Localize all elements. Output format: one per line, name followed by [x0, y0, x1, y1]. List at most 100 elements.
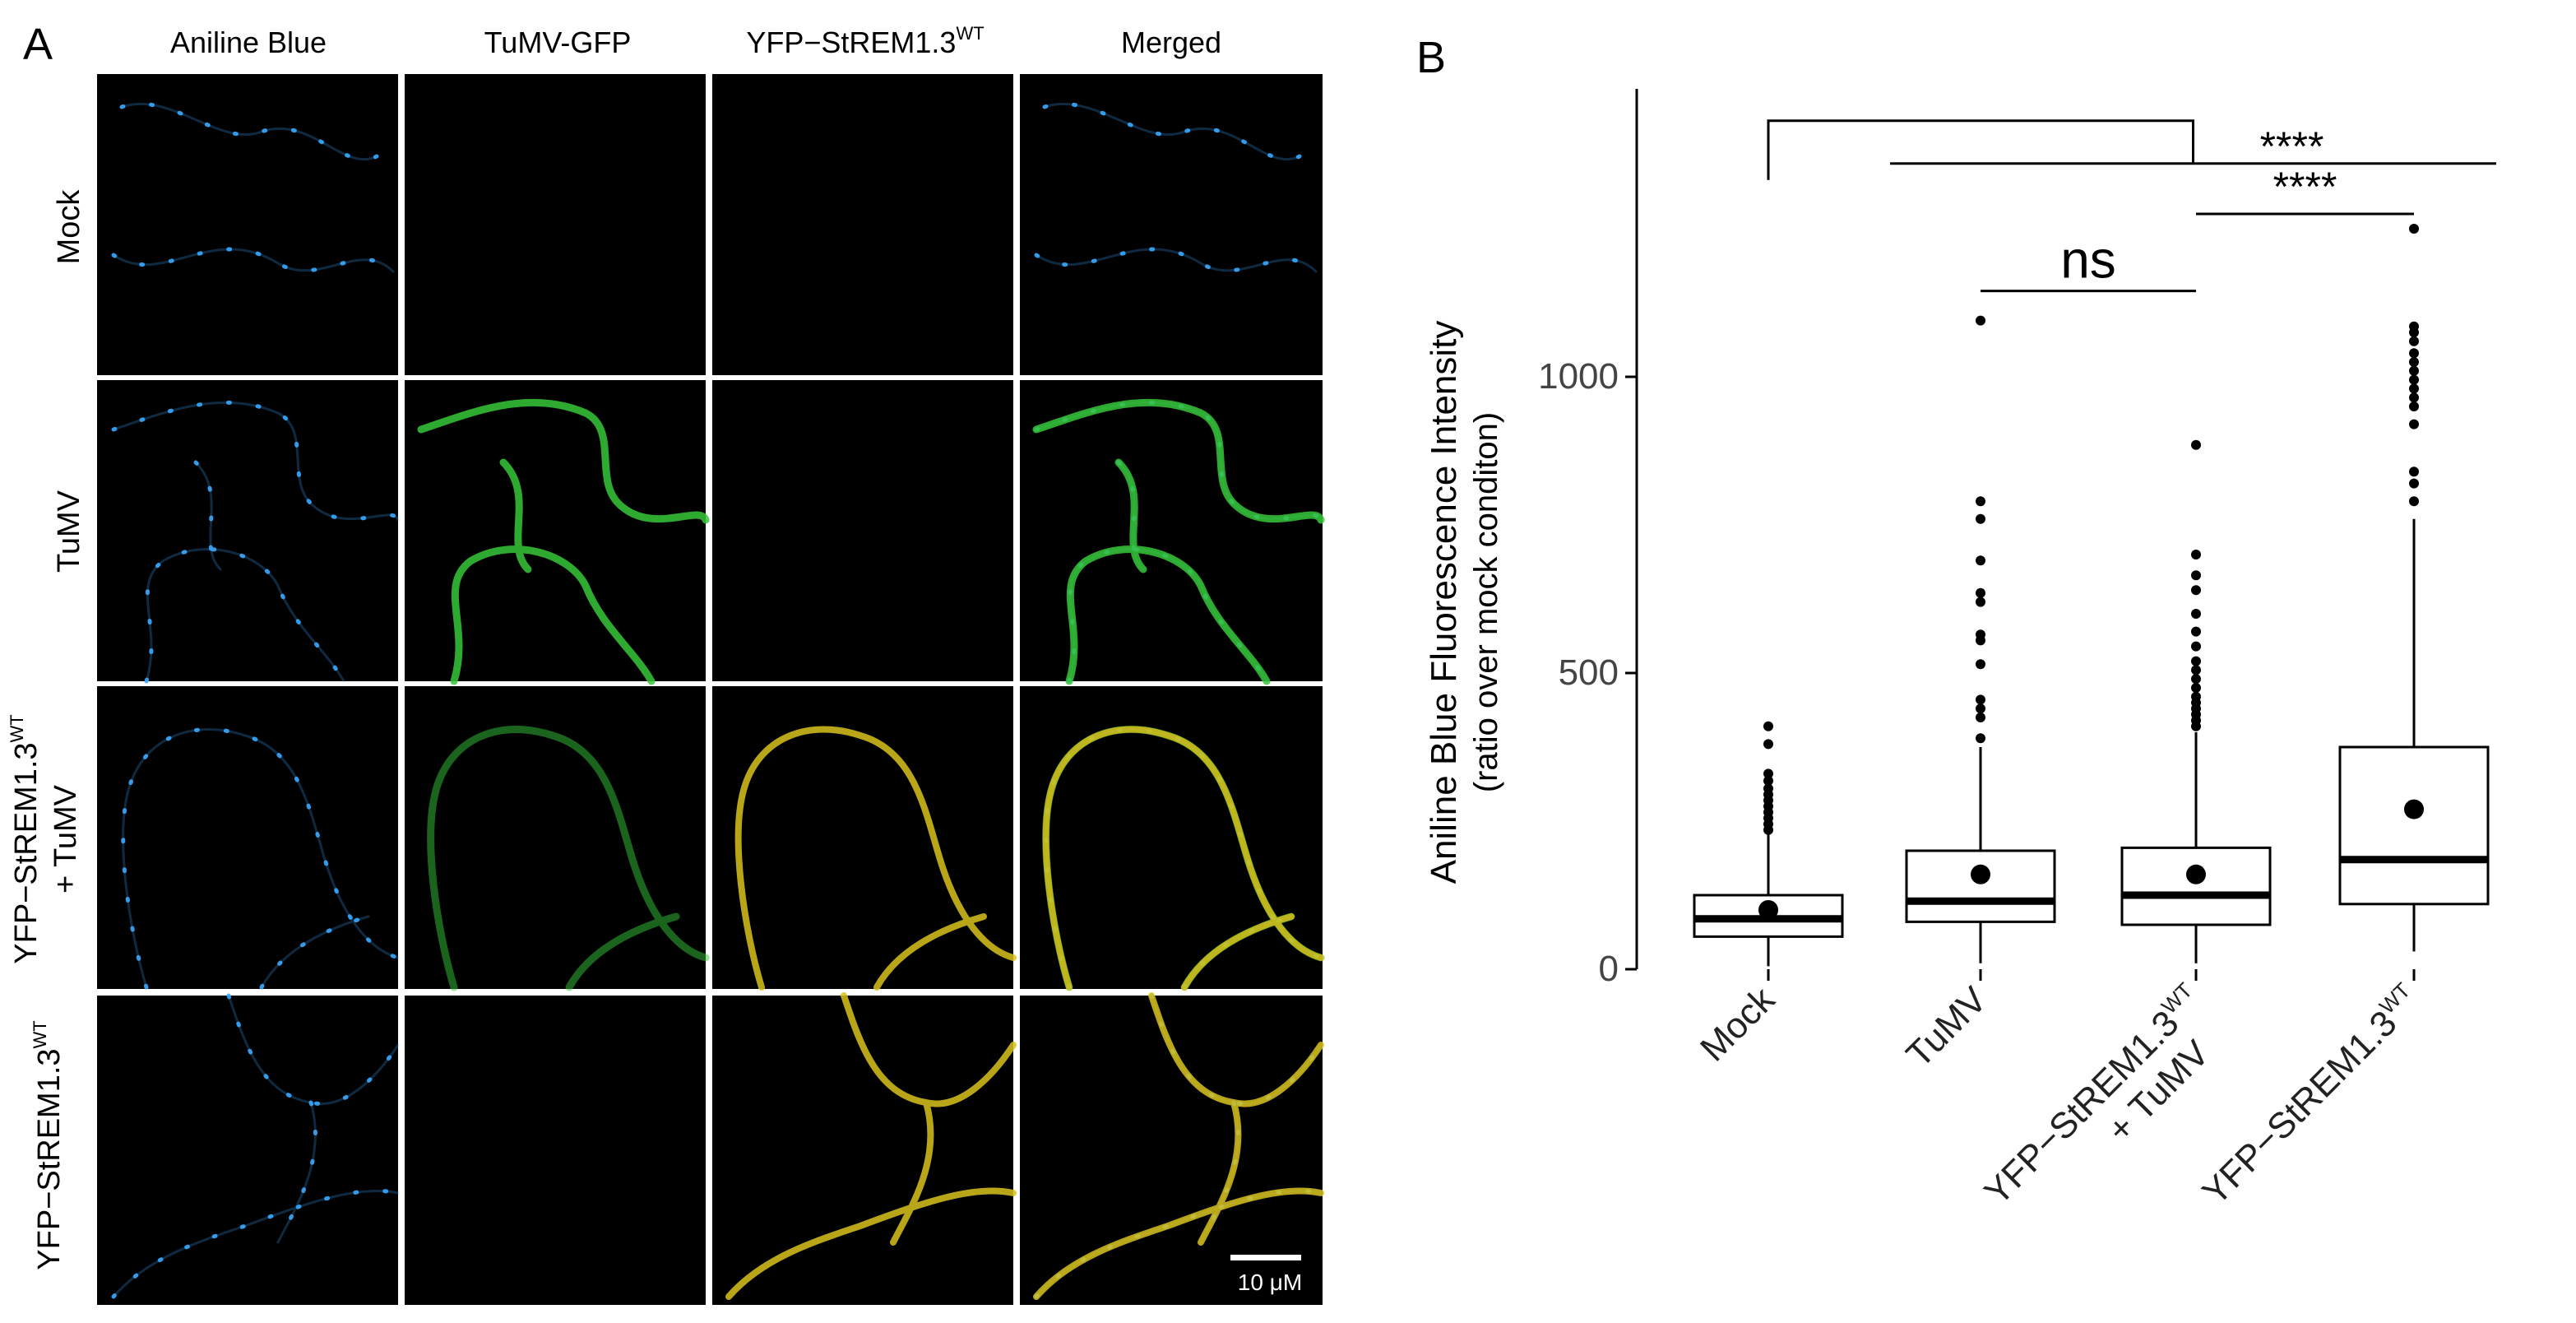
cell-wall-autofluorescence — [1035, 102, 1318, 273]
box-0 — [1693, 721, 1844, 981]
gfp-signal — [417, 398, 710, 685]
outlier-point — [1976, 733, 1985, 744]
micrograph-grid — [97, 74, 1325, 1305]
micrograph-background — [712, 686, 1013, 989]
callose-deposits — [111, 400, 401, 684]
outlier-point — [2409, 419, 2419, 429]
box-iqr — [2338, 745, 2490, 906]
column-header-aniline-blue: Aniline Blue — [170, 26, 327, 59]
x-tick-label-text: Mock — [1693, 979, 1783, 1070]
significance-label: **** — [2273, 164, 2337, 210]
yfp-signal — [1042, 726, 1324, 991]
outlier-point — [2191, 683, 2201, 693]
outlier-point — [2191, 641, 2201, 652]
micrograph-background — [1020, 686, 1323, 989]
micrograph-background — [405, 686, 706, 989]
gfp-signal — [427, 726, 710, 991]
y-tick-label: 1000 — [1538, 356, 1619, 397]
significance-label: **** — [2260, 123, 2324, 169]
outlier-point — [2409, 321, 2419, 332]
y-tick-label: 500 — [1559, 652, 1619, 693]
micrograph-background — [1020, 74, 1323, 375]
outlier-point — [1976, 629, 1985, 640]
outlier-point — [2191, 585, 2201, 596]
micrograph-mock-aniline — [97, 74, 398, 375]
box-2 — [2120, 439, 2272, 981]
box-1 — [1905, 315, 2056, 981]
outlier-point — [2409, 402, 2419, 411]
y-axis-title-sub: (ratio over mock conditon) — [1468, 412, 1504, 792]
x-tick-label-text: TuMV — [1899, 979, 1995, 1075]
x-tick-label-0: Mock — [1693, 979, 1783, 1070]
outlier-point — [2191, 665, 2201, 675]
outlier-point — [1976, 555, 1985, 566]
x-tick-label-2: YFP−StREM1.3WT+ TuMV — [1976, 977, 2217, 1213]
micrograph-background — [405, 74, 706, 375]
cell-wall-autofluorescence — [112, 102, 395, 273]
outlier-point — [2409, 357, 2419, 367]
row-label-yfp-tumv-line2: + TuMV — [49, 784, 83, 894]
micrograph-mock-gfp — [405, 74, 706, 375]
column-header-yfp-strem-text: YFP−StREM1.3 — [746, 26, 956, 59]
row-label-yfp-tumv-line1-text: YFP−StREM1.3 — [9, 742, 44, 963]
callose-deposits — [111, 993, 401, 1299]
mean-point — [2186, 864, 2206, 884]
outlier-point — [1976, 315, 1985, 326]
row-label-tumv: TuMV — [52, 490, 86, 573]
outlier-point — [2409, 365, 2419, 376]
outlier-point — [1763, 739, 1773, 750]
micrograph-background — [97, 380, 398, 681]
micrograph-yfp-gfp — [405, 996, 706, 1305]
outlier-point — [1976, 713, 1985, 722]
micrograph-mock-yfp — [712, 74, 1013, 375]
micrograph-tumv-aniline — [97, 380, 401, 684]
outlier-point — [2409, 348, 2419, 359]
outlier-point — [1976, 597, 1985, 607]
outlier-point — [1976, 496, 1985, 507]
row-label-mock-text: Mock — [52, 189, 86, 265]
row-label-tumv-text: TuMV — [52, 490, 86, 573]
outlier-point — [2409, 336, 2419, 346]
row-label-yfp-tumv-sup: WT — [7, 714, 27, 742]
panel-b: B Aniline Blue Fluorescence Intensity (r… — [1416, 33, 2496, 1213]
outlier-point — [2409, 392, 2419, 403]
micrograph-yfp-tumv-gfp — [405, 686, 710, 991]
outlier-point — [1763, 721, 1773, 731]
significance-annotation-1: **** — [2196, 164, 2414, 216]
outlier-point — [1976, 587, 1985, 598]
scale-bar-label: 10 μM — [1238, 1270, 1302, 1295]
outlier-point — [2191, 550, 2201, 559]
x-tick-label-main: Mock — [1693, 979, 1783, 1070]
column-header-yfp-strem: YFP−StREM1.3WT — [746, 23, 984, 59]
outlier-point — [1976, 703, 1985, 714]
scale-bar — [1230, 1255, 1301, 1260]
micrograph-yfp-merged — [1020, 992, 1324, 1305]
outlier-point — [1976, 694, 1985, 705]
micrograph-yfp-aniline — [97, 993, 401, 1305]
x-tick-label-main: YFP−StREM1.3 — [2194, 1003, 2404, 1213]
outlier-point — [2409, 478, 2419, 489]
micrograph-yfp-tumv-yfp — [712, 686, 1017, 991]
row-label-yfp-sup: WT — [30, 1020, 50, 1048]
significance-label: ns — [2060, 230, 2116, 290]
micrograph-background — [97, 686, 398, 989]
outlier-point — [2191, 609, 2201, 619]
micrograph-tumv-merged — [1020, 380, 1325, 685]
outlier-point — [2409, 374, 2419, 385]
yfp-signal — [734, 726, 1017, 991]
gfp-signal — [1032, 398, 1325, 685]
outlier-point — [1763, 776, 1773, 787]
x-tick-label-main: TuMV — [1899, 979, 1995, 1075]
outlier-point — [2409, 496, 2419, 507]
x-tick-label-text: YFP−StREM1.3WT — [2193, 977, 2428, 1213]
mean-point — [2404, 799, 2424, 819]
box-iqr — [2120, 846, 2272, 926]
outlier-point — [1976, 659, 1985, 670]
outlier-point — [1976, 513, 1985, 524]
significance-annotation-2: **** — [1767, 119, 2496, 180]
box-iqr — [1905, 849, 2056, 923]
row-label-yfp-text: YFP−StREM1.3WT — [30, 1020, 67, 1270]
panel-a: A Aniline Blue TuMV-GFP YFP−StREM1.3WT M… — [7, 20, 1325, 1305]
